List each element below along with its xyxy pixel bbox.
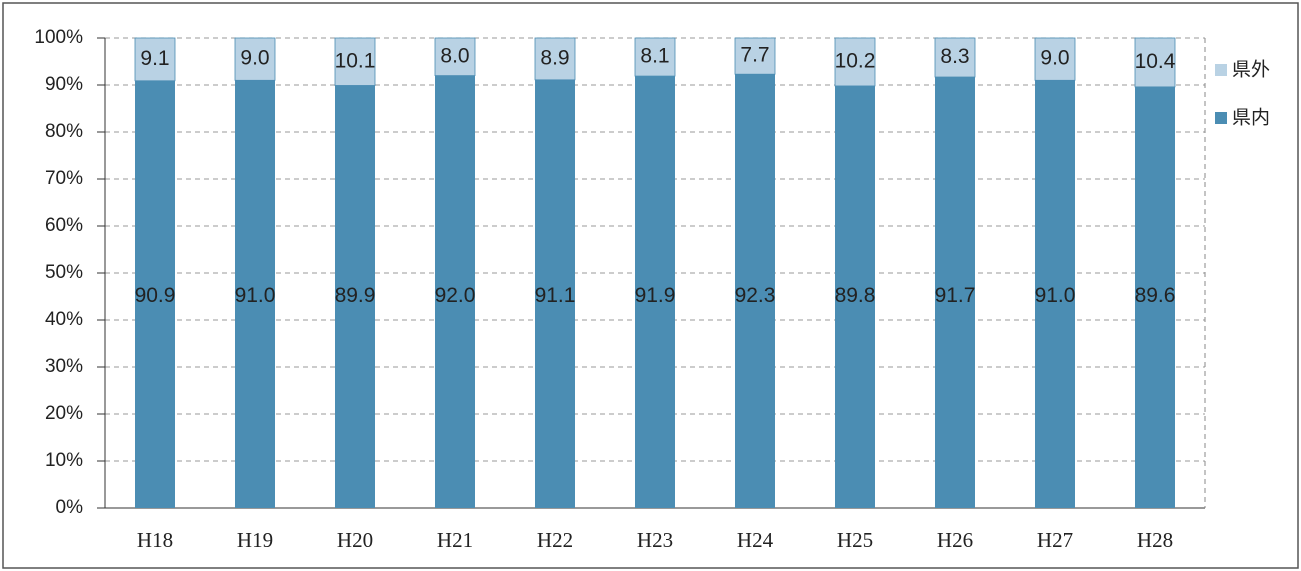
bar-segment xyxy=(735,74,775,508)
legend-swatch xyxy=(1215,112,1227,124)
bar-segment xyxy=(1135,86,1175,508)
bar-segment xyxy=(835,85,875,508)
data-label: 91.0 xyxy=(235,284,276,307)
data-label: 10.4 xyxy=(1135,50,1176,73)
bar-segment xyxy=(534,37,576,81)
data-label: 89.6 xyxy=(1135,284,1176,307)
y-tick-label: 80% xyxy=(45,121,83,142)
bar-segment xyxy=(935,77,975,508)
data-label: 89.9 xyxy=(335,284,376,307)
data-label: 9.0 xyxy=(1040,47,1069,70)
x-tick-label: H24 xyxy=(737,528,774,552)
bar-segment xyxy=(934,37,976,78)
data-label: 8.3 xyxy=(940,45,969,68)
bar-segment xyxy=(1134,37,1176,88)
data-label: 92.0 xyxy=(435,284,476,307)
data-label: 9.1 xyxy=(140,47,169,70)
bar-segment xyxy=(335,85,375,508)
y-tick-label: 40% xyxy=(45,309,83,330)
legend-swatch xyxy=(1215,64,1227,76)
x-tick-label: H21 xyxy=(437,528,473,552)
data-label: 92.3 xyxy=(735,284,776,307)
bar-segment xyxy=(234,37,276,81)
bar-segment xyxy=(535,79,575,508)
bar-segment xyxy=(435,75,475,508)
data-label: 8.9 xyxy=(540,46,569,69)
data-label: 89.8 xyxy=(835,284,876,307)
legend-label: 県内 xyxy=(1232,107,1270,129)
x-tick-label: H18 xyxy=(137,528,173,552)
bar-segment xyxy=(1035,80,1075,509)
x-tick-label: H26 xyxy=(937,528,973,552)
legend-label: 県外 xyxy=(1232,59,1270,81)
x-tick-label: H19 xyxy=(237,528,273,552)
bar-segment xyxy=(634,37,676,77)
data-label: 90.9 xyxy=(135,284,176,307)
bar-segment xyxy=(135,80,175,509)
y-tick-label: 20% xyxy=(45,403,83,424)
y-tick-label: 90% xyxy=(45,74,83,95)
bar-segment xyxy=(134,37,176,82)
data-label: 10.1 xyxy=(335,49,376,72)
y-tick-label: 70% xyxy=(45,168,83,189)
x-tick-label: H20 xyxy=(337,528,373,552)
bar-segment xyxy=(1034,37,1076,81)
y-tick-label: 50% xyxy=(45,262,83,283)
bar-segment xyxy=(334,37,376,86)
bar-segment xyxy=(834,37,876,87)
y-tick-label: 0% xyxy=(56,497,84,518)
x-tick-label: H23 xyxy=(637,528,673,552)
x-tick-label: H22 xyxy=(537,528,573,552)
y-tick-label: 60% xyxy=(45,215,83,236)
data-label: 9.0 xyxy=(240,47,269,70)
x-tick-label: H28 xyxy=(1137,528,1173,552)
data-label: 91.1 xyxy=(535,284,576,307)
x-tick-label: H25 xyxy=(837,528,873,552)
data-label: 10.2 xyxy=(835,50,876,73)
y-tick-label: 10% xyxy=(45,450,83,471)
data-label: 8.1 xyxy=(640,45,669,68)
bar-segment xyxy=(235,80,275,509)
data-label: 91.9 xyxy=(635,284,676,307)
x-tick-label: H27 xyxy=(1037,528,1073,552)
bar-segment xyxy=(734,37,776,75)
y-tick-label: 100% xyxy=(34,27,83,48)
data-label: 8.0 xyxy=(440,44,469,67)
bar-segment xyxy=(434,37,476,76)
data-label: 7.7 xyxy=(740,44,769,67)
bar-segment xyxy=(635,76,675,508)
data-label: 91.0 xyxy=(1035,284,1076,307)
data-label: 91.7 xyxy=(935,284,976,307)
y-tick-label: 30% xyxy=(45,356,83,377)
